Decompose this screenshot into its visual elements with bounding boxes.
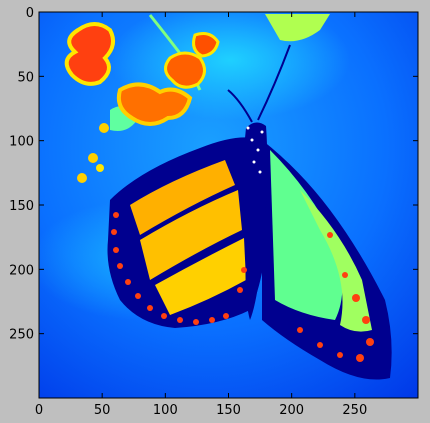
x-tick-label: 0 xyxy=(35,403,43,418)
flower-cluster xyxy=(164,51,206,89)
x-tick-label: 200 xyxy=(279,403,304,418)
y-tick-label: 250 xyxy=(9,328,34,343)
forewing-panel xyxy=(140,190,242,280)
flower-bud xyxy=(99,123,109,133)
flower-cluster xyxy=(64,22,116,86)
y-tick-label: 50 xyxy=(17,70,34,85)
y-tick-label: 100 xyxy=(9,135,34,150)
flower-cluster xyxy=(192,32,220,58)
hindwing-panel xyxy=(270,150,343,320)
wing-spots xyxy=(111,212,374,362)
x-tick-label: 150 xyxy=(216,403,241,418)
y-tick-label: 0 xyxy=(26,6,34,21)
y-tick-label: 150 xyxy=(9,199,34,214)
x-axis-ticks: 0 50 100 150 200 250 xyxy=(35,12,367,418)
body-spots xyxy=(246,126,264,174)
flower-bud xyxy=(88,153,98,163)
leaf xyxy=(265,14,330,42)
x-tick-label: 100 xyxy=(153,403,178,418)
forewing-panel xyxy=(155,238,246,315)
flower-bud xyxy=(96,164,104,172)
y-axis-ticks: 0 50 100 150 200 250 xyxy=(9,6,418,343)
flower-bud xyxy=(77,173,87,183)
flower-cluster xyxy=(116,82,193,126)
antenna xyxy=(227,89,253,123)
x-tick-label: 50 xyxy=(94,403,111,418)
x-tick-label: 250 xyxy=(342,403,367,418)
antenna xyxy=(257,44,291,121)
y-tick-label: 200 xyxy=(9,263,34,278)
forewing-panel xyxy=(130,160,235,235)
heatmap-image xyxy=(39,12,418,398)
